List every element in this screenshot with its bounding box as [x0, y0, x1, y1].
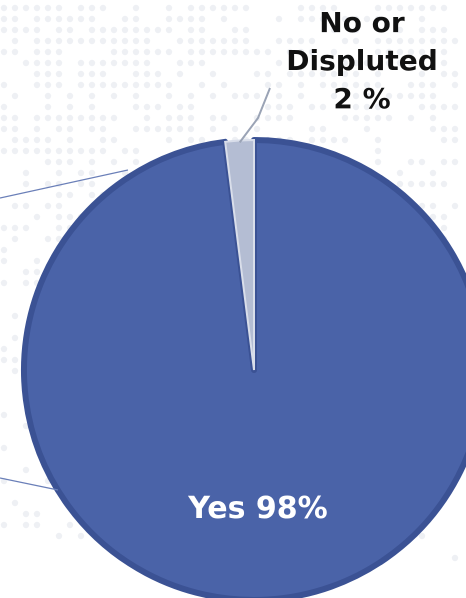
callout-line-2: Displuted	[272, 42, 452, 80]
callout-line-3: 2 %	[272, 80, 452, 118]
slice-label-yes: Yes 98%	[187, 491, 327, 526]
callout-leader-line	[240, 88, 270, 142]
callout-line-1: No or	[272, 4, 452, 42]
callout-label-no-or-displuted: No or Displuted 2 %	[272, 4, 452, 118]
